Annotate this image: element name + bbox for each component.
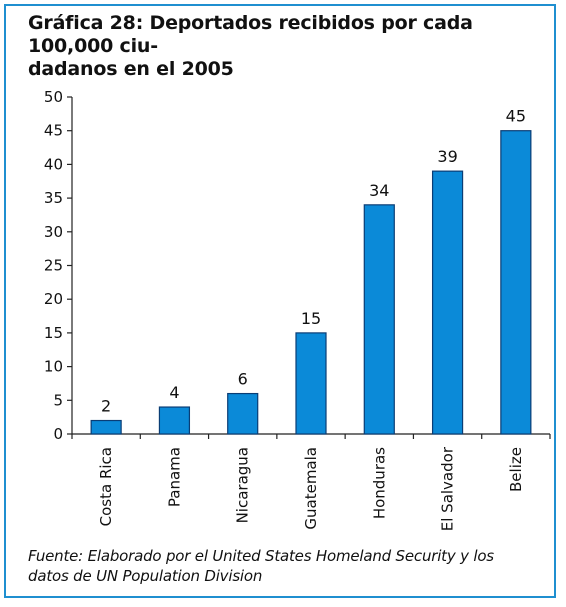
chart-title: Gráfica 28: Deportados recibidos por cad… — [28, 12, 548, 81]
bar-value-label: 4 — [169, 383, 179, 402]
y-tick-label: 0 — [53, 425, 63, 443]
bar-value-label: 6 — [238, 370, 248, 389]
bar — [363, 204, 395, 435]
bar-value-label: 2 — [101, 397, 111, 416]
bar — [431, 170, 464, 435]
chart-source-line-1: Fuente: Elaborado por el United States H… — [28, 547, 494, 565]
chart-title-line-1: Gráfica 28: Deportados recibidos por cad… — [28, 12, 473, 57]
chart-title-line-2: dadanos en el 2005 — [28, 58, 234, 80]
x-category-label: Nicaragua — [234, 447, 252, 523]
chart-source: Fuente: Elaborado por el United States H… — [28, 546, 552, 586]
x-category-label: Costa Rica — [97, 447, 115, 526]
x-category-label: Guatemala — [302, 447, 320, 530]
bar — [158, 406, 191, 435]
bar — [500, 130, 532, 435]
bar — [90, 419, 122, 435]
x-category-label: Honduras — [370, 447, 388, 519]
bar-value-label: 45 — [506, 107, 526, 126]
x-category-label: El Salvador — [439, 446, 457, 531]
x-category-label: Belize — [507, 447, 525, 492]
chart-source-line-2: datos de UN Population Division — [28, 567, 263, 585]
bar — [295, 332, 327, 435]
y-tick-label: 30 — [44, 223, 63, 241]
chart-frame — [4, 4, 556, 598]
y-tick-label: 20 — [44, 290, 63, 308]
y-tick-label: 40 — [44, 155, 63, 173]
bar — [227, 392, 259, 435]
bar-chart: 0 5 10 15 20 25 30 35 40 45 50 2 Costa Rica 4 Panama 6 N… — [44, 88, 551, 531]
y-tick-label: 45 — [44, 122, 63, 140]
bar-value-label: 39 — [437, 147, 457, 166]
y-tick-label: 10 — [44, 358, 63, 376]
y-tick-label: 50 — [44, 88, 63, 106]
y-tick-label: 5 — [53, 391, 63, 409]
y-tick-label: 15 — [44, 324, 63, 342]
bar-value-label: 15 — [301, 309, 321, 328]
bar-value-label: 34 — [369, 181, 389, 200]
x-category-label: Panama — [165, 447, 183, 507]
y-tick-label: 35 — [44, 189, 63, 207]
y-tick-label: 25 — [44, 257, 63, 275]
